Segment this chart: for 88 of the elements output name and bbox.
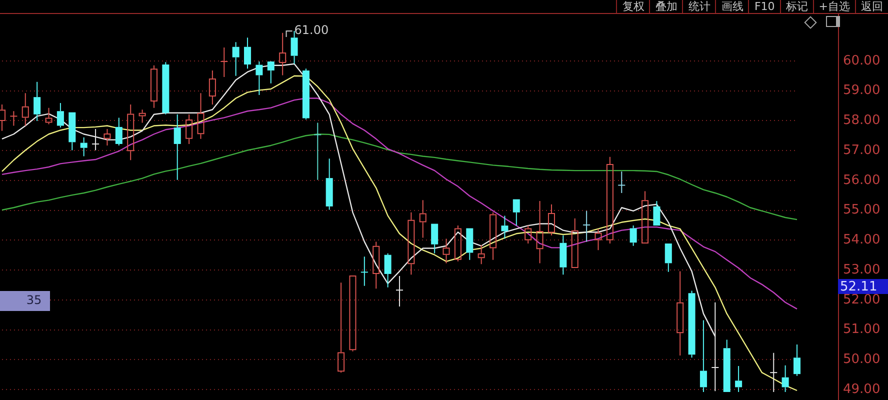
- candlestick: [793, 344, 801, 376]
- text: 画线: [715, 0, 748, 13]
- candlestick: [138, 109, 146, 124]
- y-tick-label: 53.00: [843, 262, 880, 278]
- candlestick: [267, 62, 274, 84]
- annotation: 61.00: [294, 23, 329, 38]
- annotation: 35: [26, 293, 42, 308]
- y-tick-label: 57.00: [843, 142, 880, 158]
- candlestick: [395, 276, 404, 308]
- candlestick: [92, 128, 100, 151]
- candlestick: [22, 92, 29, 126]
- y-tick-label: 56.00: [843, 172, 880, 188]
- candlestick: [34, 81, 41, 122]
- candlestick: [408, 212, 415, 276]
- candlestick: [676, 270, 684, 356]
- candlestick: [384, 252, 392, 288]
- text: 标记: [780, 0, 813, 13]
- y-tick-label: 51.00: [843, 322, 880, 338]
- candlestick: [256, 61, 263, 96]
- candlestick: [782, 364, 789, 392]
- candlestick: [10, 110, 18, 126]
- candlestick: [723, 339, 730, 392]
- candlestick: [372, 241, 380, 290]
- y-tick-label: 55.00: [843, 202, 880, 218]
- candlestick: [68, 112, 76, 151]
- candlestick: [314, 122, 322, 180]
- text: 统计: [682, 0, 716, 13]
- candlestick: [244, 37, 252, 70]
- candlestick: [208, 70, 216, 106]
- candlestick: [770, 352, 778, 392]
- candlestick: [302, 68, 310, 120]
- text: 返回: [855, 0, 888, 13]
- candlestick: [630, 225, 637, 246]
- candlestick: [197, 92, 204, 140]
- candlestick: [442, 238, 450, 264]
- candlestick: [104, 128, 111, 146]
- candlestick: [571, 218, 578, 268]
- candlestick: [653, 200, 660, 226]
- y-tick-label: 54.00: [843, 232, 880, 248]
- text: 52.11: [840, 279, 878, 294]
- y-tick-label: 58.00: [843, 113, 880, 128]
- candlestick: [127, 104, 134, 161]
- candlestick: [512, 199, 520, 226]
- candlestick: [0, 104, 6, 132]
- text: +自选: [812, 0, 855, 13]
- y-tick-label: 52.00: [843, 292, 880, 308]
- candlestick: [454, 225, 462, 262]
- y-tick-label: 49.00: [843, 382, 880, 397]
- candlestick: [582, 210, 591, 242]
- y-tick-label: 60.00: [843, 53, 880, 68]
- candlestick: [360, 256, 368, 286]
- candlestick: [162, 62, 170, 115]
- candlestick: [490, 212, 497, 260]
- candlestick: [150, 64, 158, 108]
- candlestick: [466, 228, 474, 260]
- candlestick: [700, 320, 707, 392]
- text: 叠加: [649, 0, 682, 13]
- candlestick: [419, 200, 426, 238]
- y-tick-label: 59.00: [843, 83, 880, 98]
- candlestick: [642, 190, 649, 244]
- candlestick: [45, 107, 52, 125]
- candlestick: [688, 290, 696, 358]
- candlestick: [56, 102, 64, 128]
- candlestick: [80, 136, 88, 157]
- candlestick: [478, 244, 485, 265]
- candlestick: [232, 42, 240, 76]
- candlestick: [735, 366, 742, 392]
- candlestick: [594, 228, 602, 251]
- candlestick: [524, 225, 532, 244]
- candlestick: [548, 204, 555, 236]
- text: 复权: [616, 0, 650, 13]
- candlestick: [664, 243, 672, 272]
- candlestick: [220, 46, 228, 78]
- candlestick: [279, 32, 286, 76]
- candlestick: [186, 114, 193, 144]
- candlestick: [174, 114, 181, 180]
- candlestick: [606, 156, 614, 244]
- candlestick: [431, 224, 438, 254]
- candlestick: [338, 282, 345, 374]
- candlestick: [560, 234, 567, 276]
- candlestick: [326, 158, 333, 210]
- candlestick: [349, 275, 356, 352]
- text: F10: [748, 0, 780, 13]
- y-tick-label: 50.00: [843, 352, 880, 368]
- candlestick: [536, 200, 544, 264]
- candlestick: [115, 117, 122, 146]
- candlestick: [501, 215, 508, 240]
- candlestick: [618, 170, 626, 194]
